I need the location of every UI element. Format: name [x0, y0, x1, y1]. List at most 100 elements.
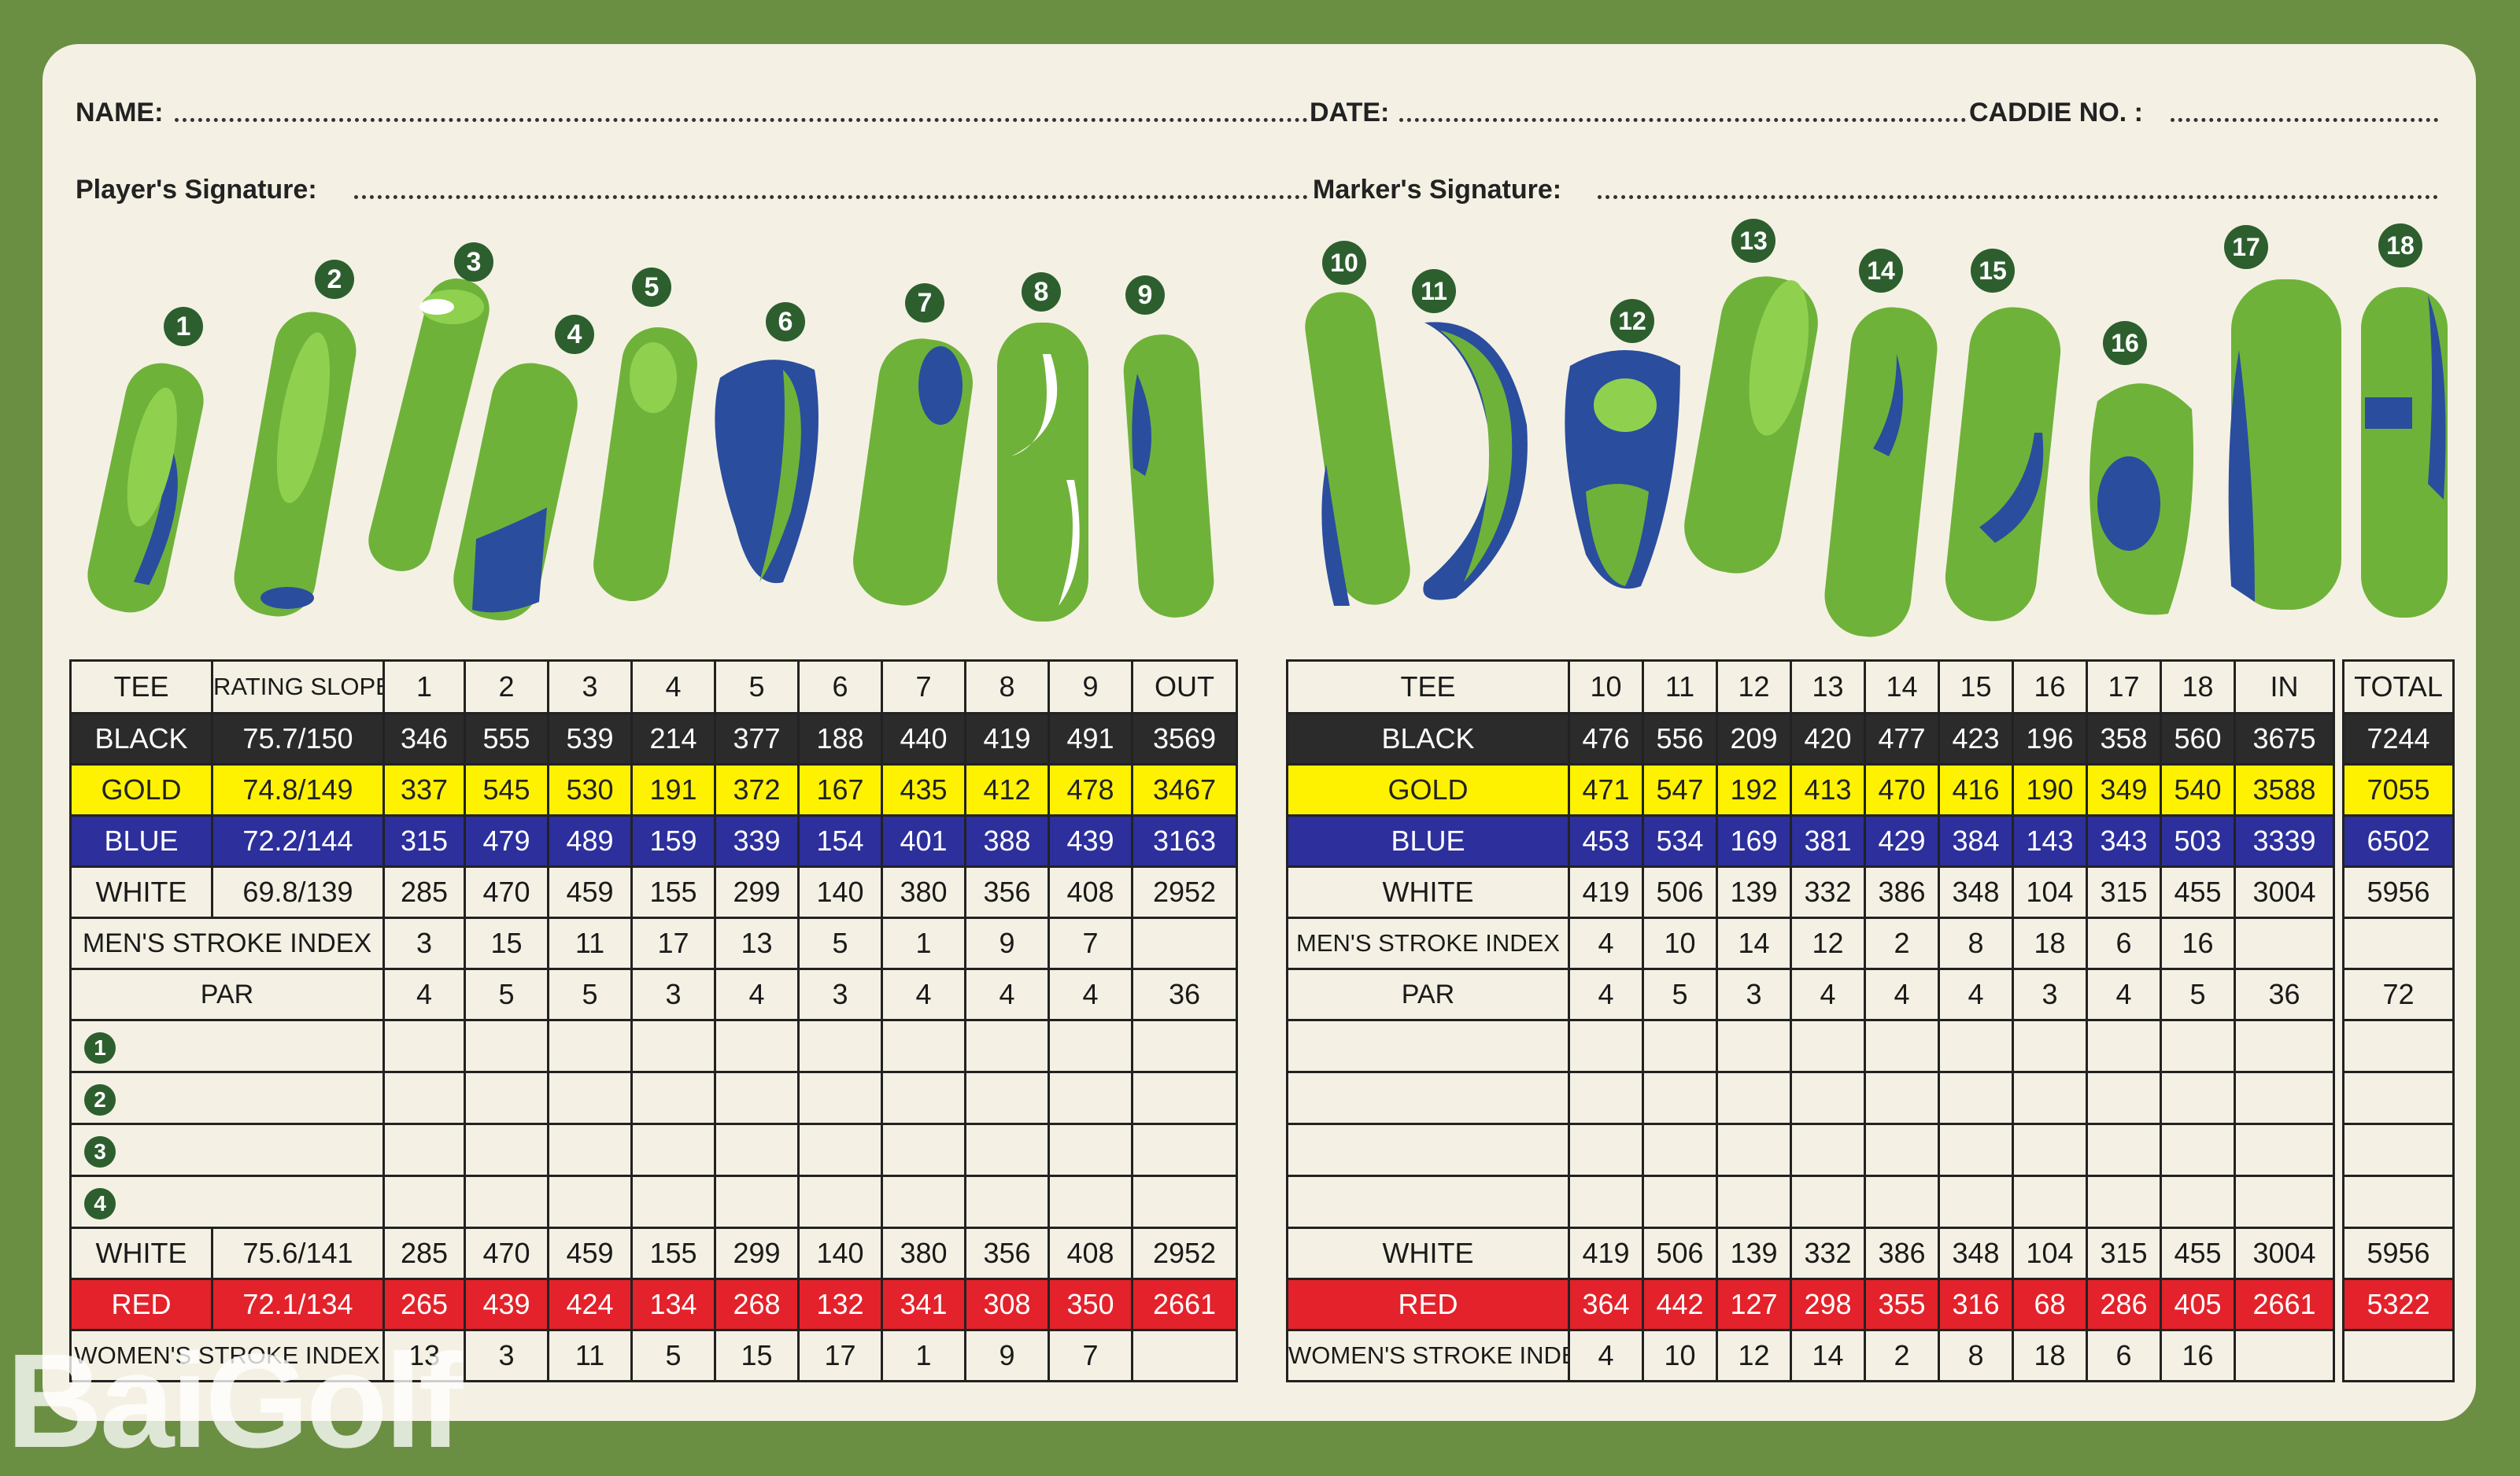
score-cell[interactable] — [547, 1019, 633, 1073]
score-cell[interactable] — [2086, 1019, 2162, 1073]
score-cell[interactable] — [2160, 1175, 2236, 1229]
score-cell[interactable] — [964, 1071, 1050, 1125]
score-cell[interactable] — [1568, 1175, 1644, 1229]
yardage: 343 — [2086, 814, 2162, 868]
score-cell[interactable] — [1716, 1175, 1792, 1229]
stroke-index: 14 — [1790, 1329, 1866, 1382]
score-cell[interactable] — [2012, 1123, 2088, 1177]
score-cell[interactable] — [464, 1123, 549, 1177]
score-cell-in[interactable] — [2234, 1071, 2335, 1125]
score-cell[interactable] — [382, 1123, 466, 1177]
score-cell[interactable] — [382, 1175, 466, 1229]
score-cell[interactable] — [2012, 1175, 2088, 1229]
score-cell[interactable] — [964, 1175, 1050, 1229]
score-cell-out[interactable] — [1131, 1019, 1238, 1073]
score-cell-in[interactable] — [2234, 1019, 2335, 1073]
back-white-ladies-row: WHITE 419 506 139 332 386 348 104 315 45… — [1286, 1227, 2335, 1280]
score-cell[interactable] — [1864, 1123, 1940, 1177]
score-cell[interactable] — [2012, 1071, 2088, 1125]
stroke-index: 16 — [2160, 1329, 2236, 1382]
score-cell[interactable] — [464, 1175, 549, 1229]
score-cell[interactable] — [1048, 1123, 1133, 1177]
score-cell[interactable] — [1642, 1019, 1718, 1073]
score-cell[interactable] — [1864, 1019, 1940, 1073]
score-cell[interactable] — [630, 1071, 716, 1125]
score-cell-out[interactable] — [1131, 1175, 1238, 1229]
score-cell[interactable] — [714, 1019, 800, 1073]
score-cell[interactable] — [881, 1123, 966, 1177]
score-cell[interactable] — [2012, 1019, 2088, 1073]
score-cell[interactable] — [547, 1175, 633, 1229]
score-cell[interactable] — [1790, 1071, 1866, 1125]
score-cell[interactable] — [547, 1123, 633, 1177]
score-cell[interactable] — [1938, 1123, 2014, 1177]
score-cell[interactable] — [881, 1019, 966, 1073]
total-score-cell[interactable] — [2342, 1175, 2455, 1229]
score-cell[interactable] — [881, 1071, 966, 1125]
score-cell[interactable] — [2086, 1175, 2162, 1229]
score-cell[interactable] — [1048, 1019, 1133, 1073]
date-line[interactable] — [1399, 118, 1966, 122]
yardage: 534 — [1642, 814, 1718, 868]
score-cell[interactable] — [2086, 1071, 2162, 1125]
col-header: 17 — [2086, 659, 2162, 714]
player-signature-line[interactable] — [354, 195, 1308, 199]
score-cell[interactable] — [1642, 1175, 1718, 1229]
score-cell[interactable] — [382, 1071, 466, 1125]
yardage: 470 — [464, 865, 549, 919]
score-cell[interactable] — [1938, 1071, 2014, 1125]
score-cell[interactable] — [464, 1071, 549, 1125]
score-cell[interactable] — [1642, 1071, 1718, 1125]
score-cell[interactable] — [1642, 1123, 1718, 1177]
score-cell[interactable] — [1568, 1019, 1644, 1073]
total-score-cell[interactable] — [2342, 1019, 2455, 1073]
score-cell-out[interactable] — [1131, 1123, 1238, 1177]
stroke-index: 3 — [464, 1329, 549, 1382]
score-cell[interactable] — [630, 1019, 716, 1073]
score-cell[interactable] — [2160, 1019, 2236, 1073]
total-score-cell[interactable] — [2342, 1123, 2455, 1177]
total-score-cell[interactable] — [2342, 1071, 2455, 1125]
score-cell[interactable] — [1864, 1071, 1940, 1125]
score-cell[interactable] — [630, 1175, 716, 1229]
score-cell[interactable] — [382, 1019, 466, 1073]
score-cell[interactable] — [1790, 1123, 1866, 1177]
score-cell[interactable] — [1716, 1019, 1792, 1073]
caddie-line[interactable] — [2171, 118, 2438, 122]
score-cell[interactable] — [714, 1123, 800, 1177]
score-cell[interactable] — [1790, 1019, 1866, 1073]
score-cell[interactable] — [2086, 1123, 2162, 1177]
score-cell[interactable] — [1864, 1175, 1940, 1229]
score-cell[interactable] — [464, 1019, 549, 1073]
score-cell[interactable] — [1568, 1123, 1644, 1177]
score-cell[interactable] — [797, 1019, 883, 1073]
score-cell[interactable] — [964, 1123, 1050, 1177]
score-cell[interactable] — [881, 1175, 966, 1229]
score-cell-in[interactable] — [2234, 1175, 2335, 1229]
score-cell[interactable] — [1716, 1123, 1792, 1177]
score-cell-in[interactable] — [2234, 1123, 2335, 1177]
score-cell[interactable] — [797, 1071, 883, 1125]
score-cell[interactable] — [630, 1123, 716, 1177]
name-line[interactable] — [175, 118, 1308, 122]
score-cell[interactable] — [2160, 1123, 2236, 1177]
score-cell[interactable] — [714, 1175, 800, 1229]
score-cell[interactable] — [1048, 1175, 1133, 1229]
score-cell[interactable] — [1716, 1071, 1792, 1125]
score-cell[interactable] — [714, 1071, 800, 1125]
score-cell[interactable] — [964, 1019, 1050, 1073]
score-cell[interactable] — [1938, 1175, 2014, 1229]
score-cell[interactable] — [1938, 1019, 2014, 1073]
score-cell[interactable] — [797, 1123, 883, 1177]
score-cell[interactable] — [1568, 1071, 1644, 1125]
row-label: WOMEN'S STROKE INDEX — [69, 1329, 385, 1382]
col-header: 7 — [881, 659, 966, 714]
score-cell[interactable] — [2160, 1071, 2236, 1125]
score-cell[interactable] — [1790, 1175, 1866, 1229]
marker-signature-line[interactable] — [1598, 195, 2438, 199]
score-cell[interactable] — [1048, 1071, 1133, 1125]
score-cell-out[interactable] — [1131, 1071, 1238, 1125]
rating-slope: 72.1/134 — [211, 1278, 385, 1331]
score-cell[interactable] — [797, 1175, 883, 1229]
score-cell[interactable] — [547, 1071, 633, 1125]
